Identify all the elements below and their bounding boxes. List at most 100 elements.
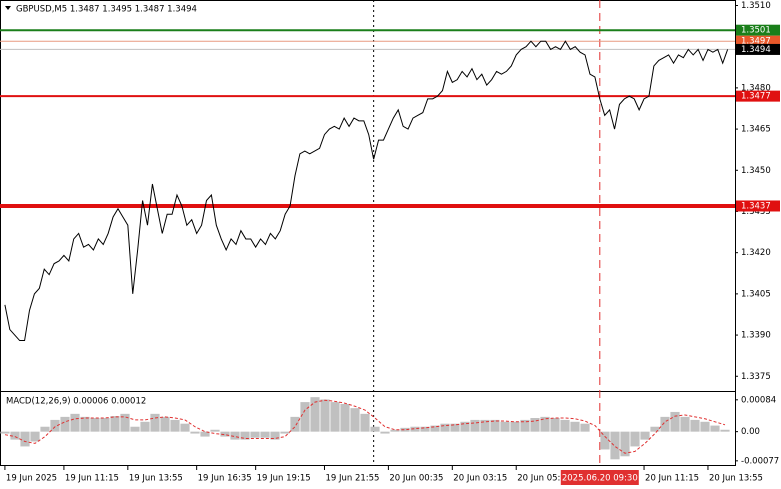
macd-bar: [230, 431, 240, 440]
chart-title: GBPUSD,M5 1.3487 1.3495 1.3487 1.3494: [16, 5, 197, 15]
macd-bar: [90, 418, 100, 432]
macd-bar: [600, 431, 610, 450]
x-tick-label: 19 Jun 11:15: [65, 474, 119, 484]
macd-bar: [640, 431, 650, 440]
macd-bar: [540, 416, 550, 432]
x-tick-label: 20 Jun 13:55: [709, 474, 763, 484]
price-level-label: 1.3501: [741, 26, 771, 36]
macd-bar: [370, 426, 380, 432]
price-level-tag: [736, 35, 780, 47]
macd-bar: [10, 431, 20, 440]
macd-bar: [280, 431, 290, 434]
macd-bar: [340, 403, 350, 432]
macd-bar: [140, 421, 150, 432]
macd-bar: [240, 431, 250, 440]
macd-bar: [410, 426, 420, 432]
signal-line: [4, 399, 726, 454]
y-tick-label: -0.00077: [741, 456, 779, 466]
macd-bar: [510, 421, 520, 432]
macd-bar: [630, 431, 640, 447]
macd-bar: [570, 421, 580, 432]
macd-bar: [580, 423, 590, 432]
x-tick-label: 20 Jun 05:55: [517, 474, 571, 484]
macd-bar: [490, 419, 500, 432]
macd-bar: [180, 423, 190, 432]
macd-bar: [290, 416, 300, 432]
y-tick-label: 0.00: [741, 427, 760, 437]
macd-bar: [360, 413, 370, 432]
price-line: [4, 40, 729, 342]
x-tick-label: 19 Jun 21:55: [325, 474, 379, 484]
price-level-tag: [736, 200, 780, 212]
macd-bar: [130, 426, 140, 432]
x-tick-label: 20 Jun 00:35: [389, 474, 443, 484]
macd-bar: [450, 423, 460, 432]
macd-bar: [170, 419, 180, 432]
y-tick-label: 1.3375: [741, 372, 771, 382]
macd-bar: [150, 413, 160, 432]
macd-bar: [560, 419, 570, 432]
x-tick-label: 19 Jun 19:15: [257, 474, 311, 484]
y-tick-label: 1.3420: [741, 248, 771, 258]
macd-bar: [380, 431, 390, 434]
macd-bar: [460, 421, 470, 432]
x-tick-label: 19 Jun 16:35: [198, 474, 252, 484]
y-tick-label: 0.00084: [741, 395, 776, 405]
macd-bar: [260, 431, 270, 438]
macd-bar: [720, 429, 730, 432]
macd-bar: [20, 431, 30, 447]
macd-bar: [440, 423, 450, 432]
macd-bar: [710, 425, 720, 432]
y-tick-label: 1.3390: [741, 331, 771, 341]
x-tick-label: 20 Jun 03:15: [453, 474, 507, 484]
macd-bar: [700, 421, 710, 432]
macd-bar: [190, 431, 200, 434]
x-tick-label: 19 Jun 2025: [6, 474, 57, 484]
y-tick-label: 1.3465: [741, 125, 771, 135]
price-level-tag: [736, 90, 780, 102]
macd-bar: [160, 416, 170, 432]
macd-bar: [30, 431, 40, 442]
macd-bar: [200, 431, 210, 437]
price-level-label: 1.3494: [741, 45, 771, 55]
price-level-label: 1.3497: [741, 37, 771, 47]
macd-bar: [250, 431, 260, 438]
y-tick-label: 1.3405: [741, 289, 771, 299]
price-level-label: 1.3437: [741, 201, 771, 211]
macd-bar: [70, 413, 80, 432]
y-tick-label: 1.3435: [741, 207, 771, 217]
dropdown-icon: [5, 6, 11, 10]
macd-bar: [400, 427, 410, 432]
crosshair-tag: [560, 470, 639, 485]
x-tick-label: 20 Jun 11:15: [645, 474, 699, 484]
macd-bar: [430, 425, 440, 432]
y-tick-label: 1.3510: [741, 1, 771, 11]
macd-bar: [80, 416, 90, 432]
macd-bar: [650, 426, 660, 432]
macd-bar: [0, 431, 10, 434]
macd-bar: [520, 419, 530, 432]
macd-bar: [350, 408, 360, 432]
macd-bar: [120, 413, 130, 432]
price-level-label: 1.3477: [741, 92, 771, 102]
macd-bar: [480, 419, 490, 432]
macd-bar: [60, 416, 70, 432]
macd-bar: [660, 416, 670, 432]
macd-bar: [470, 419, 480, 432]
y-tick-label: 1.3450: [741, 166, 771, 176]
macd-bar: [320, 399, 330, 432]
price-level-tag: [736, 24, 780, 36]
plot-frame: [0, 0, 736, 466]
macd-bar: [300, 402, 310, 432]
crosshair-label: 2025.06.20 09:30: [562, 474, 638, 484]
macd-bar: [620, 431, 630, 457]
macd-bar: [110, 416, 120, 432]
macd-bar: [420, 426, 430, 432]
macd-bar: [210, 429, 220, 432]
y-tick-label: 1.3480: [741, 83, 771, 93]
price-level-tag: [736, 43, 780, 55]
macd-bar: [680, 416, 690, 432]
